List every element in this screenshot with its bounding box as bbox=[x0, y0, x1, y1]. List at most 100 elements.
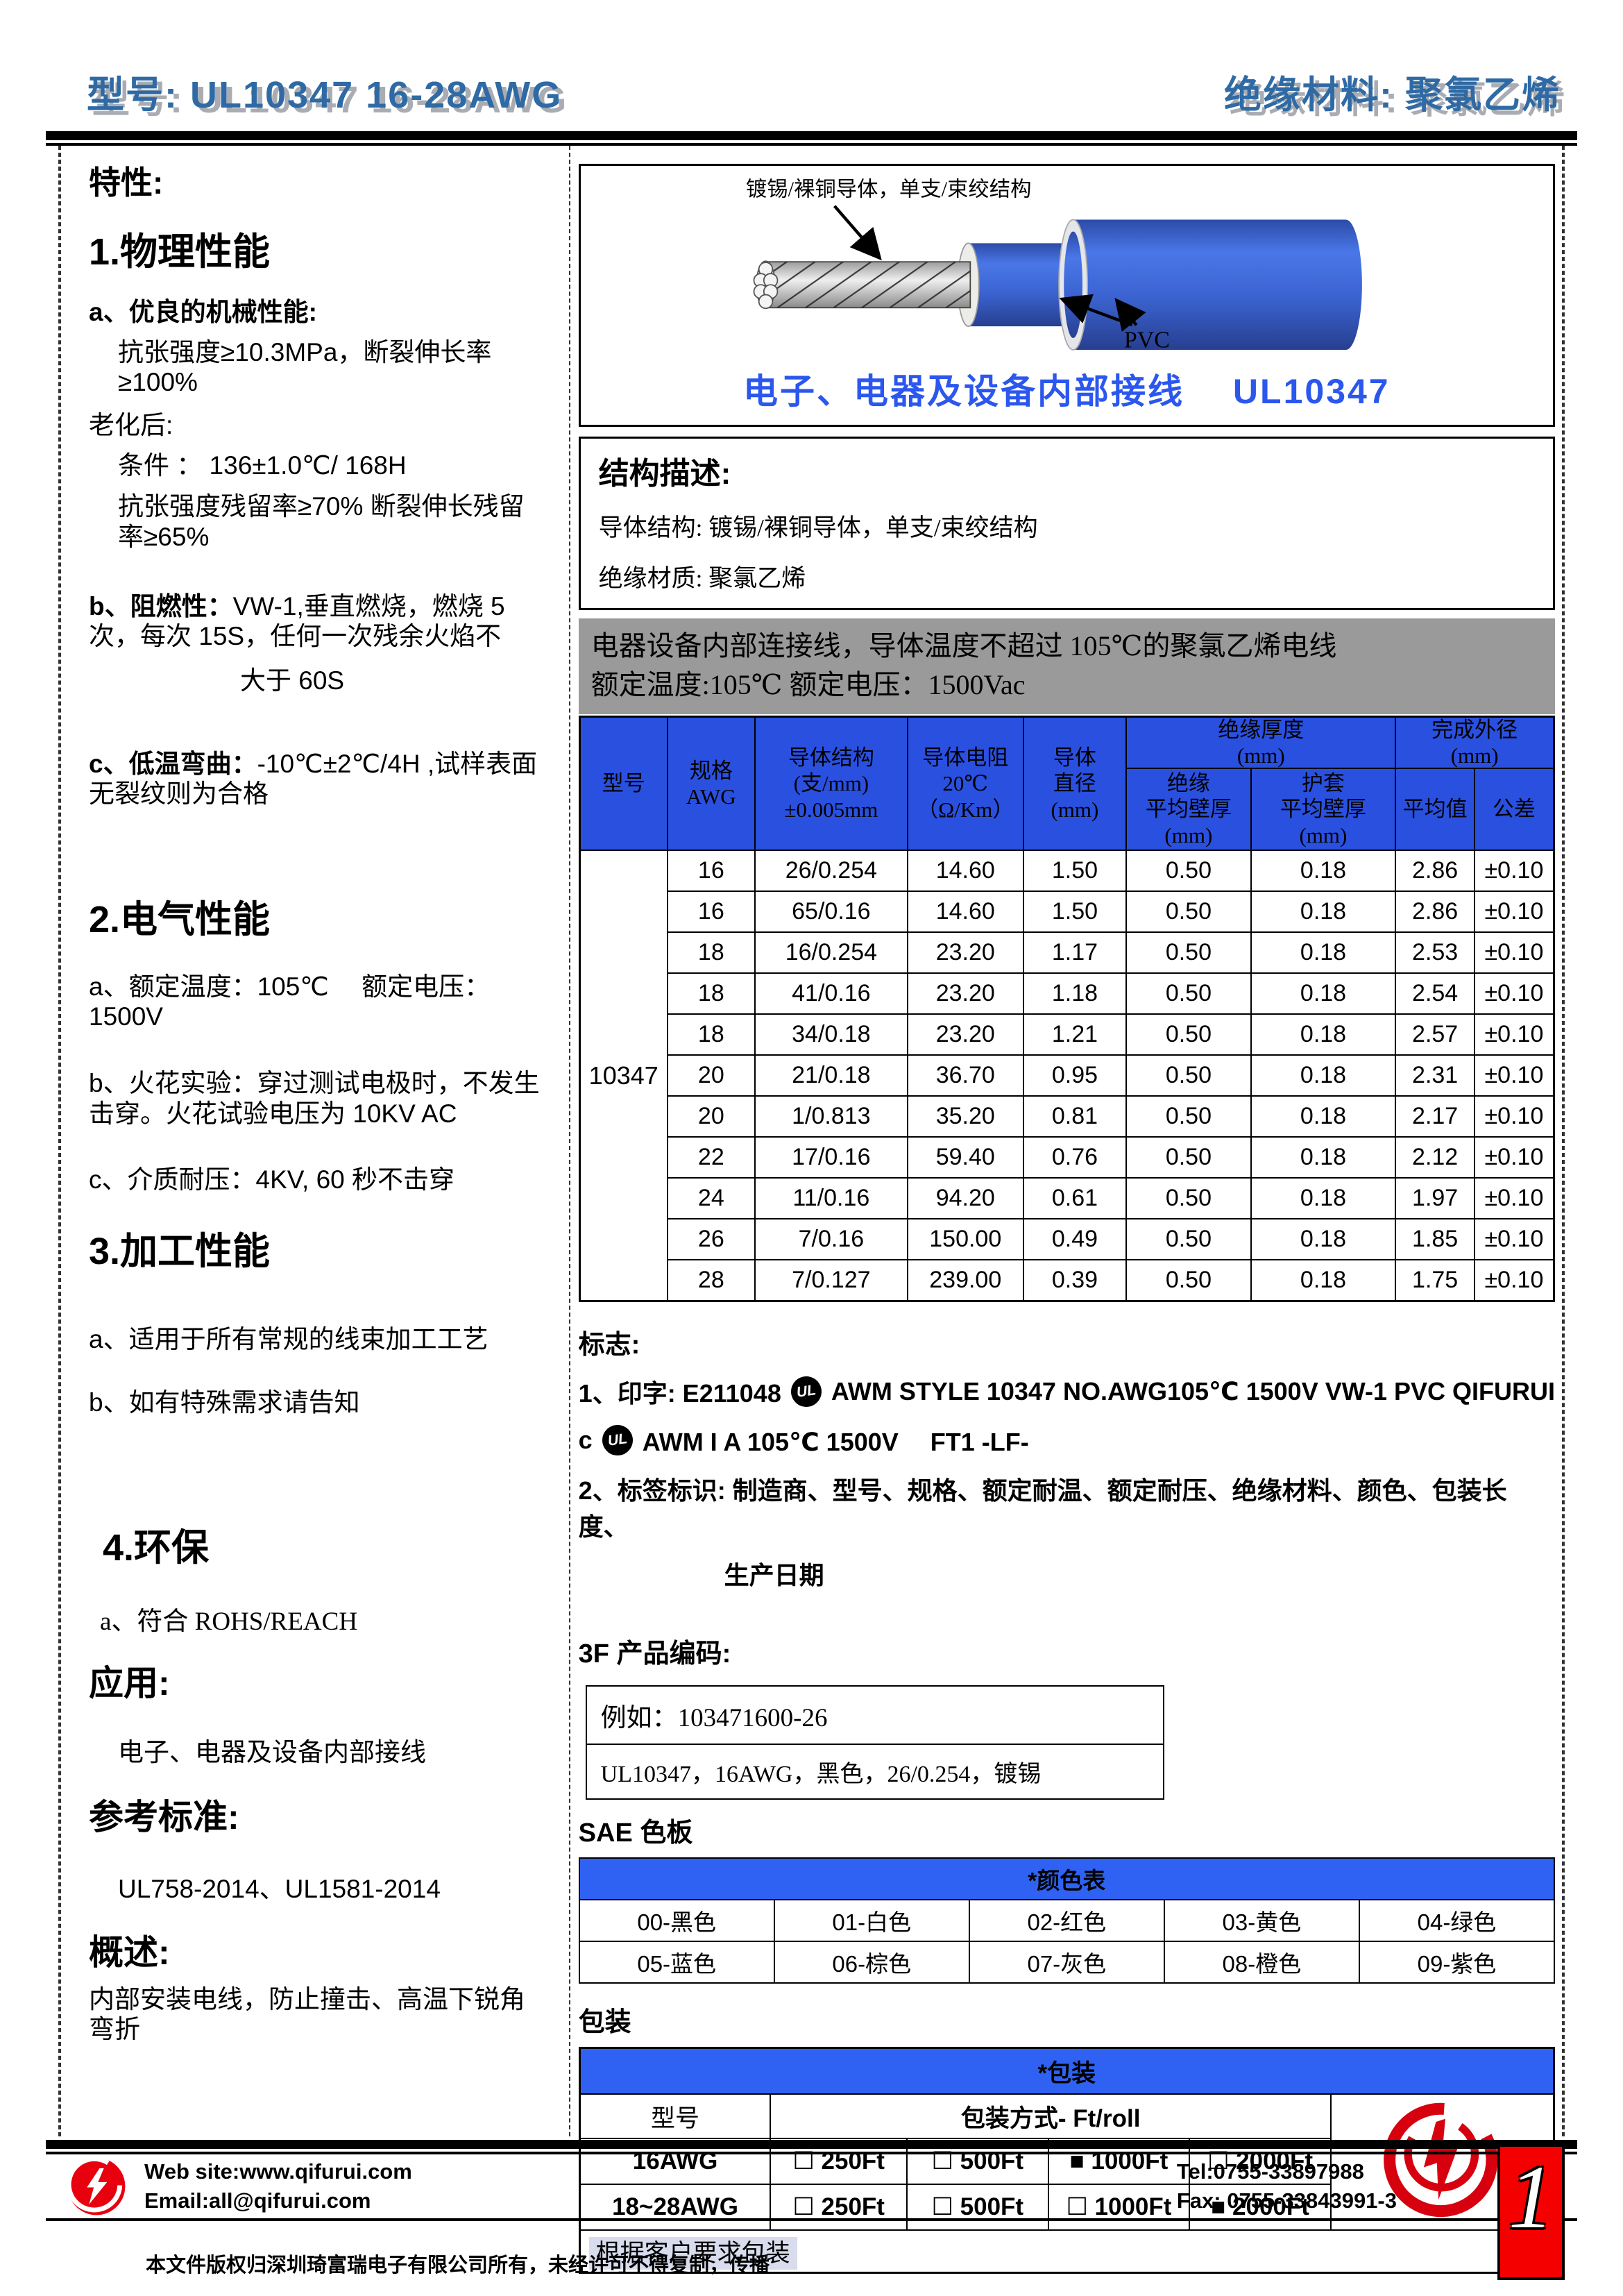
color-cell: 06-棕色 bbox=[773, 1941, 970, 1984]
packing-option: ☐ 1000Ft bbox=[1047, 2184, 1191, 2231]
usage-banner: 电器设备内部连接线，导体温度不超过 105℃的聚氯乙烯电线 额定温度:105℃ … bbox=[578, 618, 1555, 714]
spec-table-row: 18 34/0.18 23.20 1.21 0.50 0.18 2.57 ±0.… bbox=[668, 1013, 1553, 1054]
ins-wall-value: 0.50 bbox=[1127, 1097, 1252, 1136]
tolerance-value: ±0.10 bbox=[1484, 1103, 1544, 1129]
structure-value: 17/0.16 bbox=[756, 1138, 908, 1177]
ins-wall-value: 0.50 bbox=[1127, 892, 1252, 931]
s3-a: a、适用于所有常规的线束加工工艺 bbox=[89, 1324, 488, 1353]
col-od-avg: 平均值 bbox=[1396, 769, 1475, 850]
col-insulation-group: 绝缘厚度 (mm) bbox=[1127, 718, 1397, 769]
awg-value: 18 bbox=[668, 1015, 756, 1054]
col-od-group: 完成外径 (mm) bbox=[1396, 718, 1553, 769]
od-avg-value: 2.54 bbox=[1396, 974, 1475, 1013]
footer-fax: Fax: 0755-33843991-3 bbox=[1176, 2188, 1397, 2213]
spec-table-row: 16 26/0.254 14.60 1.50 0.50 0.18 2.86 ±0… bbox=[668, 851, 1553, 890]
jacket-wall-value: 0.18 bbox=[1252, 851, 1397, 890]
spec-table-header: 型号 规格 AWG 导体结构 (支/mm) ±0.005mm 导体电阻 20℃ … bbox=[580, 718, 1553, 850]
color-row-1: 00-黑色 01-白色 02-红色 03-黄色 04-绿色 bbox=[578, 1899, 1556, 1942]
reference-line: UL758-2014、UL1581-2014 bbox=[118, 1874, 441, 1903]
model-cell: 10347 bbox=[581, 851, 668, 1300]
ins-wall-value: 0.50 bbox=[1127, 1179, 1252, 1218]
structure-line1: 导体结构: 镀锡/裸铜导体，单支/束绞结构 bbox=[598, 514, 1038, 541]
structure-value: 26/0.254 bbox=[756, 851, 908, 890]
ul-mark-icon: UL bbox=[788, 1374, 824, 1409]
color-cell: 03-黄色 bbox=[1163, 1899, 1360, 1942]
sae-title: SAE 色板 bbox=[578, 1818, 693, 1848]
s1-aging: 老化后: bbox=[89, 410, 173, 439]
resistance-value: 36.70 bbox=[908, 1056, 1024, 1095]
product-code-title: 3F 产品编码: bbox=[578, 1639, 731, 1669]
packing-note-row: 根据客户要求包装 bbox=[579, 2229, 1555, 2274]
structure-value: 34/0.18 bbox=[756, 1015, 908, 1054]
color-table: *颜色表 00-黑色 01-白色 02-红色 03-黄色 04-绿色 05-蓝色… bbox=[578, 1857, 1556, 1984]
diameter-value: 1.50 bbox=[1024, 851, 1128, 890]
s1-c: c、低温弯曲：-10℃±2℃/4H ,试样表面无裂纹则为合格 bbox=[89, 749, 538, 809]
awg-value: 22 bbox=[668, 1138, 756, 1177]
footer-website[interactable]: Web site:www.qifurui.com bbox=[144, 2159, 412, 2184]
diameter-value: 0.49 bbox=[1024, 1219, 1128, 1259]
banner-line1: 电器设备内部连接线，导体温度不超过 105℃的聚氯乙烯电线 bbox=[590, 630, 1337, 661]
features-title: 特性: bbox=[89, 164, 164, 201]
spec-table-body: 10347 16 26/0.254 14.60 1.50 0.50 0.18 bbox=[580, 850, 1553, 1300]
tolerance-value: ±0.10 bbox=[1484, 898, 1544, 925]
application-line: 电子、电器及设备内部接线 bbox=[118, 1738, 426, 1767]
product-code-example: 例如：103471600-26 bbox=[586, 1687, 1163, 1745]
tolerance-value: ±0.10 bbox=[1484, 1021, 1544, 1047]
resistance-value: 150.00 bbox=[908, 1219, 1024, 1259]
jacket-wall-value: 0.18 bbox=[1252, 1056, 1397, 1095]
spec-table-row: 24 11/0.16 94.20 0.61 0.50 0.18 1.97 ±0.… bbox=[668, 1177, 1553, 1218]
color-cell: 09-紫色 bbox=[1358, 1941, 1556, 1984]
ins-wall-value: 0.50 bbox=[1127, 933, 1252, 972]
structure-value: 21/0.18 bbox=[756, 1056, 908, 1095]
packing-col-model: 型号 bbox=[579, 2093, 772, 2139]
ins-wall-value: 0.50 bbox=[1127, 1138, 1252, 1177]
od-avg-value: 2.31 bbox=[1396, 1056, 1475, 1095]
ins-wall-value: 0.50 bbox=[1127, 851, 1252, 890]
jacket-wall-value: 0.18 bbox=[1252, 933, 1397, 972]
ins-wall-value: 0.50 bbox=[1127, 1219, 1252, 1259]
s2-a: a、额定温度：105℃ 额定电压：1500V bbox=[89, 972, 491, 1031]
jacket-wall-value: 0.18 bbox=[1252, 1219, 1397, 1259]
jacket-wall-value: 0.18 bbox=[1252, 1179, 1397, 1218]
jacket-wall-value: 0.18 bbox=[1252, 1260, 1397, 1300]
od-avg-value: 2.57 bbox=[1396, 1015, 1475, 1054]
structure-value: 7/0.127 bbox=[756, 1260, 908, 1300]
resistance-value: 35.20 bbox=[908, 1097, 1024, 1136]
packing-header-row: 型号 包装方式- Ft/roll bbox=[579, 2093, 1555, 2231]
tolerance-value: ±0.10 bbox=[1484, 857, 1544, 884]
awg-value: 26 bbox=[668, 1219, 756, 1259]
structure-value: 1/0.813 bbox=[756, 1097, 908, 1136]
packing-option: ☐ 500Ft bbox=[906, 2184, 1049, 2231]
resistance-value: 239.00 bbox=[908, 1260, 1024, 1300]
page-header: 型号: UL10347 16-28AWG 绝缘材料: 聚氯乙烯 bbox=[0, 0, 1623, 131]
company-logo-icon bbox=[66, 2156, 126, 2215]
tolerance-value: ±0.10 bbox=[1484, 1062, 1544, 1088]
awg-value: 18 bbox=[668, 933, 756, 972]
col-model: 型号 bbox=[581, 718, 668, 850]
structure-title: 结构描述: bbox=[598, 457, 731, 491]
od-avg-value: 2.12 bbox=[1396, 1138, 1475, 1177]
footer-contact-right: Tel:0755-33897988 Fax: 0755-33843991-3 bbox=[1177, 2157, 1397, 2215]
color-row-2: 05-蓝色 06-棕色 07-灰色 08-橙色 09-紫色 bbox=[578, 1941, 1556, 1984]
col-resistance: 导体电阻 20℃ （Ω/Km） bbox=[908, 718, 1024, 850]
marking-line1: 1、印字: E211048 UL AWM STYLE 10347 NO.AWG1… bbox=[579, 1374, 1555, 1410]
tolerance-value: ±0.10 bbox=[1484, 980, 1544, 1006]
packing-option: ☐ 250Ft bbox=[770, 2184, 908, 2231]
section-1-title: 1.物理性能 bbox=[89, 231, 271, 273]
od-avg-value: 2.17 bbox=[1396, 1097, 1475, 1136]
footer-contact-left: Web site:www.qifurui.com Email:all@qifur… bbox=[144, 2157, 412, 2215]
packing-note: 根据客户要求包装 bbox=[588, 2237, 797, 2270]
diameter-value: 1.50 bbox=[1024, 892, 1128, 931]
od-avg-value: 1.85 bbox=[1396, 1219, 1475, 1259]
awg-value: 24 bbox=[668, 1179, 756, 1218]
color-cell: 01-白色 bbox=[773, 1899, 970, 1942]
od-avg-value: 1.97 bbox=[1396, 1179, 1475, 1218]
spec-rows: 16 26/0.254 14.60 1.50 0.50 0.18 2.86 ±0… bbox=[668, 851, 1553, 1300]
awg-value: 18 bbox=[668, 974, 756, 1013]
awg-value: 20 bbox=[668, 1056, 756, 1095]
packing-row-18-28awg: 18~28AWG ☐ 250Ft ☐ 500Ft ☐ 1000Ft ■ 2000… bbox=[579, 2184, 1554, 2231]
structure-value: 65/0.16 bbox=[756, 892, 908, 931]
marking-section: 标志: 1、印字: E211048 UL AWM STYLE 10347 NO.… bbox=[579, 1323, 1555, 1592]
footer-email[interactable]: Email:all@qifurui.com bbox=[144, 2188, 371, 2213]
